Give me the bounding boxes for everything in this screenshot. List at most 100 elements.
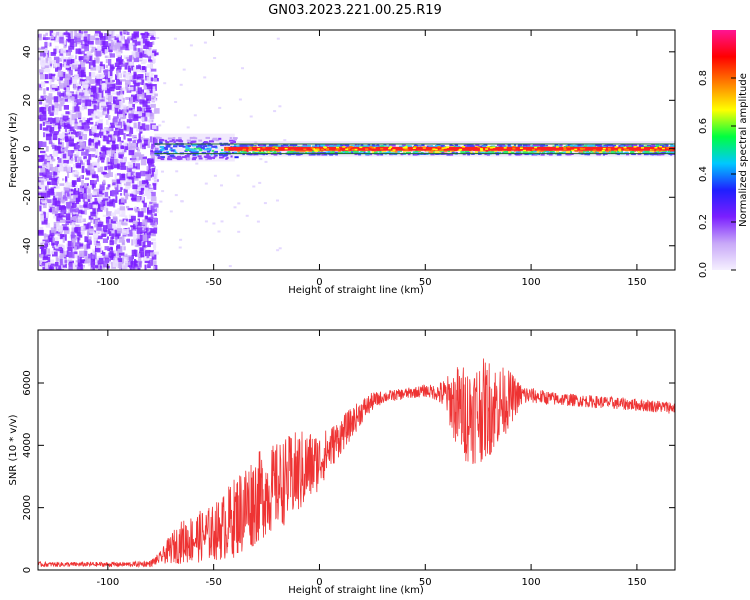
heat-cell	[414, 152, 418, 154]
heat-cell	[285, 144, 289, 147]
heat-cell	[312, 148, 316, 150]
heat-cell	[142, 219, 148, 225]
heat-cell	[63, 32, 70, 35]
heat-cell	[97, 45, 101, 53]
heat-cell	[113, 130, 120, 137]
heat-cell	[44, 153, 48, 159]
heat-cell	[152, 137, 158, 145]
heat-cell	[532, 149, 535, 151]
heat-cell	[90, 211, 96, 217]
heat-cell	[137, 149, 141, 152]
heat-cell	[41, 46, 46, 49]
heat-cell	[574, 150, 578, 153]
heat-cell	[112, 260, 119, 267]
heat-cell	[76, 176, 81, 182]
heat-cell	[111, 141, 116, 148]
heat-cell	[149, 201, 154, 205]
heat-cell	[84, 95, 91, 102]
heat-cell	[141, 89, 144, 95]
heat-cell	[101, 129, 106, 136]
heat-cell	[75, 61, 79, 66]
heat-cell	[121, 209, 126, 217]
heat-cell	[148, 55, 151, 62]
heat-cell	[489, 147, 493, 149]
heat-cell	[103, 70, 108, 76]
heat-cell	[103, 174, 108, 178]
heat-cell	[39, 259, 44, 265]
heat-cell	[117, 207, 121, 215]
heat-cell	[66, 141, 69, 148]
heat-cell	[58, 126, 61, 132]
heat-cell	[140, 136, 143, 140]
heat-cell	[141, 33, 145, 39]
heat-cell	[79, 205, 85, 209]
heat-cell	[120, 62, 126, 67]
heat-cell	[41, 240, 46, 245]
heat-cell	[40, 242, 44, 247]
heat-cell	[65, 137, 69, 143]
heat-cell	[90, 65, 97, 71]
heat-cell	[38, 57, 41, 61]
heat-cell	[131, 159, 136, 163]
heat-cell	[133, 31, 140, 38]
spectrogram-x-label: Height of straight line (km)	[288, 285, 424, 296]
heat-cell	[74, 246, 77, 251]
heat-cell	[128, 86, 134, 91]
heat-cell	[92, 191, 97, 196]
heat-cell	[103, 98, 108, 103]
heat-cell	[111, 144, 116, 151]
heat-cell	[145, 216, 148, 223]
heat-cell	[181, 156, 187, 159]
heat-cell	[353, 150, 359, 153]
heat-cell	[38, 229, 44, 236]
heat-cell	[103, 135, 109, 142]
heat-cell	[214, 154, 218, 157]
heat-cell	[142, 230, 146, 233]
heat-cell	[154, 265, 158, 270]
heat-cell	[136, 69, 141, 73]
heat-cell	[128, 101, 133, 104]
heat-cell	[114, 122, 118, 126]
heat-cell	[87, 34, 91, 41]
heat-cell	[74, 188, 80, 195]
figure-title: GN03.2023.221.00.25.R19	[268, 3, 442, 18]
heat-cell	[81, 180, 84, 186]
heat-cell	[110, 80, 114, 87]
heat-cell	[39, 205, 42, 212]
heat-cell	[133, 71, 137, 76]
heat-cell	[323, 146, 327, 148]
heat-cell	[373, 151, 378, 154]
heat-cell	[503, 147, 507, 149]
heat-cell	[120, 162, 126, 166]
spectrogram-y-label: Frequency (Hz)	[8, 112, 19, 188]
heat-cell	[138, 251, 145, 258]
heat-cell	[500, 144, 505, 147]
heat-cell	[138, 94, 144, 101]
heat-cell	[84, 55, 90, 60]
heat-cell	[41, 81, 46, 87]
heat-cell	[137, 92, 140, 100]
heat-cell	[127, 65, 131, 72]
heat-cell	[666, 147, 670, 149]
heat-cell	[45, 254, 51, 257]
heat-cell	[120, 88, 123, 95]
heat-cell	[555, 150, 560, 153]
heat-cell	[392, 149, 396, 151]
heat-cell	[151, 254, 157, 260]
heat-cell	[150, 232, 156, 237]
heat-cell	[50, 142, 53, 147]
heat-cell	[552, 145, 555, 148]
heat-cell	[54, 145, 60, 151]
heat-cell	[579, 150, 584, 153]
heat-cell	[507, 144, 511, 147]
heat-cell	[111, 219, 116, 224]
heat-cell	[66, 59, 73, 65]
heat-cell	[150, 74, 153, 78]
heat-cell	[69, 110, 73, 117]
heat-cell	[124, 73, 129, 79]
heat-cell	[96, 73, 103, 79]
heat-cell	[92, 194, 97, 197]
heat-cell	[49, 230, 55, 236]
heat-cell	[147, 215, 152, 219]
heat-cell	[39, 72, 44, 75]
